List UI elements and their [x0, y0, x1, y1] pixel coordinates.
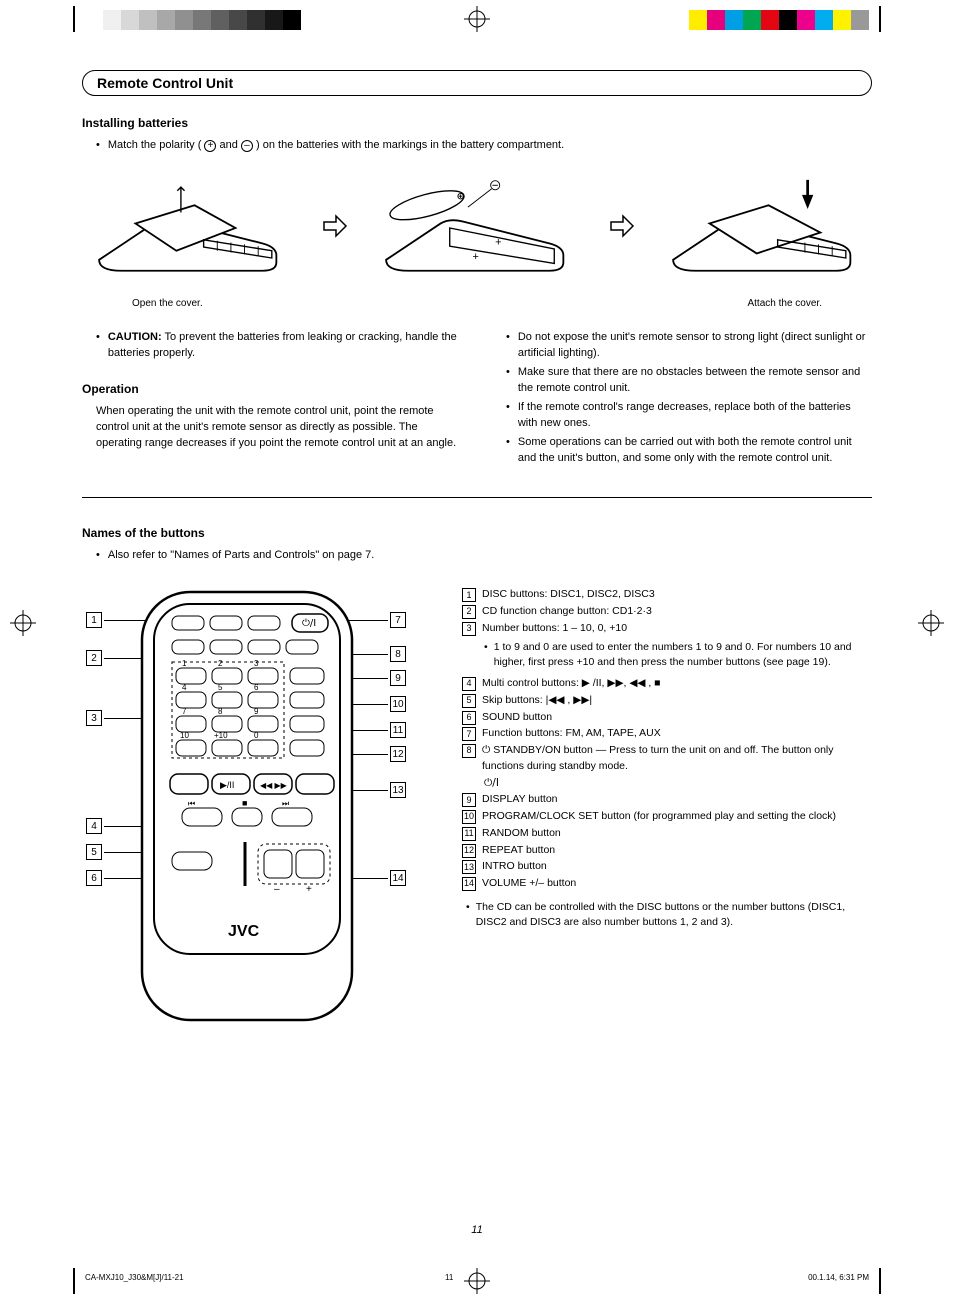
legend-row: 1DISC buttons: DISC1, DISC2, DISC3 [462, 587, 872, 603]
operation-bullet: •Make sure that there are no obstacles b… [506, 365, 872, 397]
battery-step-captions: Open the cover.Attach the cover. [132, 298, 822, 309]
remote-control-icon: ⏻/I 1 2 3 4 5 6 7 8 9 10 [132, 586, 362, 1026]
numeric-note-inline: •1 to 9 and 0 are used to enter the numb… [484, 640, 872, 670]
callout-13: 13 [390, 782, 406, 798]
battery-step2-icon: ++ [377, 168, 577, 288]
battery-diagram-row: ++ [90, 168, 864, 288]
operation-bullet: •Do not expose the unit's remote sensor … [506, 330, 872, 362]
svg-text:–: – [274, 884, 280, 895]
svg-text:⏭: ⏭ [282, 799, 289, 808]
legend-row: 11RANDOM button [462, 826, 872, 842]
remote-diagram: 1 2 3 4 5 6 7 8 9 10 11 12 13 14 [82, 586, 442, 1036]
svg-text:⏻/I: ⏻/I [302, 618, 316, 629]
svg-text:8: 8 [218, 707, 223, 716]
callout-3: 3 [86, 710, 102, 726]
operation-bullet: •Some operations can be carried out with… [506, 435, 872, 467]
legend-row: 3Number buttons: 1 – 10, 0, +10 [462, 621, 872, 637]
legend-row: 14VOLUME +/– button [462, 876, 872, 892]
battery-step1-icon [90, 168, 290, 288]
remote-legend: 1DISC buttons: DISC1, DISC2, DISC32CD fu… [462, 586, 872, 1036]
polarity-plus-icon: + [204, 140, 216, 152]
legend-row: 10PROGRAM/CLOCK SET button (for programm… [462, 809, 872, 825]
svg-text:+: + [472, 251, 478, 263]
footer-pagenum: 11 [445, 1273, 453, 1282]
operation-bullet: •If the remote control's range decreases… [506, 400, 872, 432]
crop-marks-bottom: CA-MXJ10_J30&M[J]/11-21 11 00.1.14, 6:31… [0, 1264, 954, 1300]
page: CA-MXJ10_J30&M[J]/11-21 11 00.1.14, 6:31… [0, 0, 954, 1300]
arrow-right-icon [320, 212, 348, 243]
legend-row: 9DISPLAY button [462, 792, 872, 808]
registration-mark-icon [918, 610, 944, 636]
heading-operation: Operation [82, 382, 462, 396]
svg-text:2: 2 [218, 659, 223, 668]
footer-right: 00.1.14, 6:31 PM [808, 1273, 869, 1282]
registration-mark-icon [10, 610, 36, 636]
page-number: 11 [471, 1224, 482, 1236]
callout-9: 9 [390, 670, 406, 686]
brand-text: JVC [228, 923, 260, 940]
callout-12: 12 [390, 746, 406, 762]
legend-row: 12REPEAT button [462, 843, 872, 859]
callout-8: 8 [390, 646, 406, 662]
svg-text:3: 3 [254, 659, 259, 668]
registration-mark-icon [464, 1268, 490, 1294]
names-intro: •Also refer to "Names of Parts and Contr… [96, 548, 872, 564]
svg-text:⏮: ⏮ [188, 799, 195, 808]
caution-note: • CAUTION: To prevent the batteries from… [96, 330, 462, 362]
legend-row: 13INTRO button [462, 859, 872, 875]
svg-text:7: 7 [182, 707, 187, 716]
svg-text:■: ■ [242, 798, 247, 808]
callout-5: 5 [86, 844, 102, 860]
heading-installing-batteries: Installing batteries [82, 116, 872, 130]
svg-text:+: + [495, 236, 501, 248]
callout-2: 2 [86, 650, 102, 666]
legend-row: 4Multi control buttons: ▶ /II, ▶▶, ◀◀ , … [462, 676, 872, 692]
arrow-right-icon [607, 212, 635, 243]
svg-text:◀◀ ▶▶: ◀◀ ▶▶ [260, 781, 288, 790]
legend-row: 2CD function change button: CD1·2·3 [462, 604, 872, 620]
callout-1: 1 [86, 612, 102, 628]
callout-4: 4 [86, 818, 102, 834]
heading-names: Names of the buttons [82, 526, 872, 540]
svg-text:5: 5 [218, 683, 223, 692]
battery-step3-icon [664, 168, 864, 288]
operation-body: When operating the unit with the remote … [96, 404, 462, 452]
registration-mark-icon [464, 6, 490, 32]
svg-text:9: 9 [254, 707, 259, 716]
battery-polarity-note: • Match the polarity ( + and – ) on the … [96, 138, 872, 154]
legend-row: 7Function buttons: FM, AM, TAPE, AUX [462, 726, 872, 742]
svg-text:1: 1 [182, 659, 187, 668]
callout-7: 7 [390, 612, 406, 628]
svg-text:4: 4 [182, 683, 187, 692]
callout-6: 6 [86, 870, 102, 886]
legend-row: 6SOUND button [462, 710, 872, 726]
legend-row: 8⏻ STANDBY/ON button — Press to turn the… [462, 743, 872, 775]
polarity-minus-icon: – [241, 140, 253, 152]
svg-text:6: 6 [254, 683, 259, 692]
page-title: Remote Control Unit [82, 70, 872, 96]
svg-text:+10: +10 [214, 731, 228, 740]
svg-text:▶/II: ▶/II [220, 780, 234, 790]
svg-text:10: 10 [180, 731, 189, 740]
callout-14: 14 [390, 870, 406, 886]
divider [82, 497, 872, 498]
svg-text:+: + [306, 884, 312, 895]
svg-text:0: 0 [254, 731, 259, 740]
crop-marks-top [0, 0, 954, 36]
footer-left: CA-MXJ10_J30&M[J]/11-21 [85, 1273, 184, 1282]
callout-10: 10 [390, 696, 406, 712]
legend-note: •The CD can be controlled with the DISC … [466, 900, 872, 930]
callout-11: 11 [390, 722, 406, 738]
legend-row: 5Skip buttons: |◀◀ , ▶▶| [462, 693, 872, 709]
